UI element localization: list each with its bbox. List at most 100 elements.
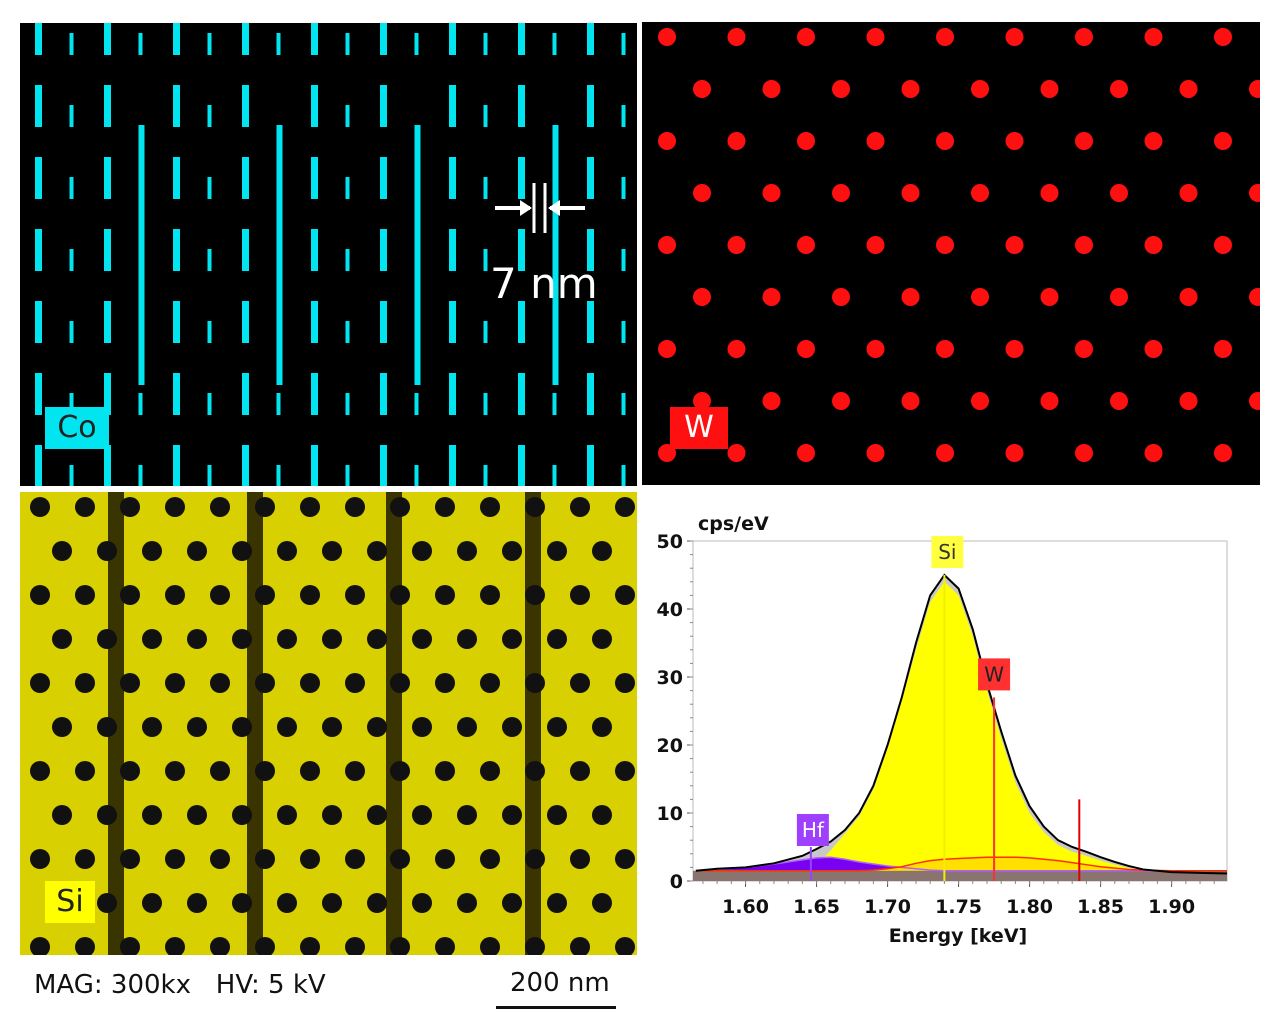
w-dot [1005, 236, 1024, 254]
co-stripe [69, 249, 74, 271]
co-stripe [138, 125, 145, 385]
si-dark-spot [30, 761, 50, 781]
co-stripe [587, 157, 594, 199]
w-dot [1214, 340, 1232, 358]
si-dark-spot [210, 585, 230, 605]
co-stripe [138, 33, 143, 55]
si-dark-spot [322, 805, 342, 825]
w-dot [693, 184, 711, 202]
si-dark-spot [525, 497, 545, 517]
si-dark-spot [480, 937, 500, 955]
w-dot [797, 132, 815, 150]
si-dark-spot [120, 673, 140, 693]
co-stripe [207, 393, 212, 415]
si-dark-spot [570, 497, 590, 517]
w-dot [971, 184, 989, 202]
si-dark-spot [300, 585, 320, 605]
si-dark-spot [30, 673, 50, 693]
w-dot [1214, 132, 1232, 150]
si-dark-spot [390, 497, 410, 517]
co-stripe [621, 33, 626, 55]
si-dark-spot [255, 937, 275, 955]
w-dot [1075, 444, 1093, 462]
w-dot [1005, 340, 1024, 358]
si-dark-spot [615, 849, 635, 869]
w-dot [832, 392, 850, 410]
w-dot [1214, 236, 1232, 254]
si-dark-spot [345, 761, 365, 781]
si-dark-spot [277, 893, 297, 913]
co-stripe [621, 105, 626, 127]
si-dark-spot [300, 761, 320, 781]
co-stripe [449, 301, 456, 343]
w-dot [1040, 288, 1059, 306]
co-stripe [242, 229, 249, 271]
co-stripe [104, 301, 111, 343]
co-stripe [104, 445, 111, 486]
w-dot [1075, 132, 1093, 150]
si-dark-spot [592, 541, 612, 561]
co-stripe [276, 33, 281, 55]
co-stripe [345, 33, 350, 55]
co-stripe [242, 23, 249, 55]
w-dot [797, 236, 815, 254]
co-stripe [483, 321, 488, 343]
si-dark-spot [592, 629, 612, 649]
co-stripe [69, 321, 74, 343]
si-dark-spot [30, 585, 50, 605]
si-dark-spot [525, 761, 545, 781]
co-stripe [380, 157, 387, 199]
si-dark-spot [570, 673, 590, 693]
si-dark-spot [322, 893, 342, 913]
w-dot [727, 340, 746, 358]
si-dark-spot [525, 585, 545, 605]
si-dark-spot [165, 585, 185, 605]
si-dark-spot [232, 893, 252, 913]
y-tick-label: 50 [657, 531, 683, 553]
w-dot [693, 288, 711, 306]
co-stripe [242, 85, 249, 127]
co-stripe [311, 23, 318, 55]
w-dot [936, 132, 954, 150]
x-tick-label: 1.75 [935, 896, 982, 918]
si-dark-spot [345, 585, 365, 605]
co-stripe [449, 229, 456, 271]
co-stripe [173, 229, 180, 271]
x-tick-label: 1.85 [1077, 896, 1124, 918]
si-dark-spot [52, 541, 72, 561]
si-dark-spot [75, 937, 95, 955]
edx-spectrum-chart: Si W Hf 0 10 20 30 40 50 1.60 1.65 1.70 1.75 1.80 1.85… [657, 513, 1228, 947]
co-stripe [345, 249, 350, 271]
marker-label-box [931, 536, 964, 568]
w-dot [1144, 444, 1163, 462]
w-dot [1110, 288, 1128, 306]
w-dot [936, 28, 954, 46]
co-stripe [414, 125, 421, 385]
si-dark-spot [277, 717, 297, 737]
si-dark-spot [367, 717, 387, 737]
co-stripe [483, 33, 488, 55]
si-dark-spot [120, 937, 140, 955]
si-dark-spot [322, 541, 342, 561]
w-dot [866, 236, 885, 254]
co-stripe [173, 85, 180, 127]
si-dark-spot [232, 541, 252, 561]
w-dot [762, 288, 781, 306]
w-dot [762, 184, 781, 202]
si-map: Si [20, 492, 637, 955]
co-stripe [518, 373, 525, 415]
w-dot [1144, 236, 1163, 254]
co-stripe [380, 445, 387, 486]
co-stripe [276, 393, 281, 415]
si-dark-spot [300, 937, 320, 955]
co-stripe [207, 177, 212, 199]
x-tick-label: 1.80 [1006, 896, 1053, 918]
si-dark-spot [277, 629, 297, 649]
si-dark-spot [390, 761, 410, 781]
si-dark-spot [547, 805, 567, 825]
si-dark-spot [390, 849, 410, 869]
co-stripe [35, 373, 42, 415]
scale-bar [496, 1006, 616, 1009]
marker-label-hf: Hf [802, 818, 825, 842]
si-dark-spot [97, 629, 117, 649]
